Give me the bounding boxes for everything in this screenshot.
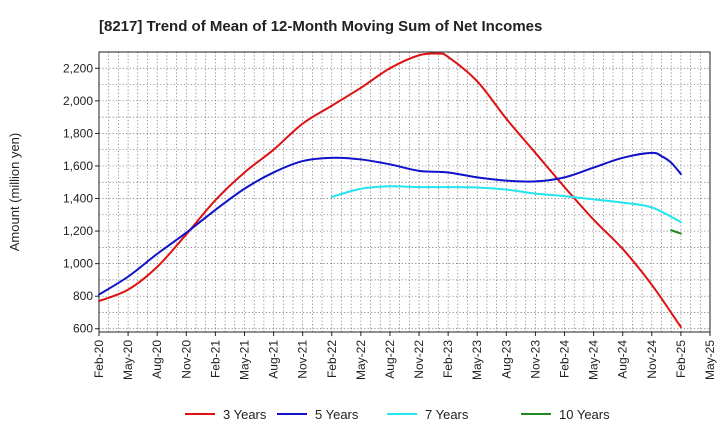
x-tick-label: May-24: [587, 340, 601, 380]
x-tick-label: Aug-23: [499, 340, 513, 379]
x-tick-label: May-20: [121, 340, 135, 380]
x-axis-ticks: Feb-20 May-20 Aug-20 Nov-20 Feb-21 May-21 Aug-…: [92, 332, 717, 380]
series-lines: [98, 52, 682, 329]
x-tick-label: Aug-24: [616, 340, 630, 379]
y-tick-label: 1,200: [63, 224, 93, 238]
x-tick-label: May-21: [237, 340, 251, 380]
series-line-3: [330, 185, 682, 224]
grid: [98, 51, 711, 332]
y-tick-label: 800: [73, 289, 93, 303]
y-tick-label: 1,400: [63, 192, 93, 206]
x-tick-label: Aug-22: [383, 340, 397, 379]
x-tick-label: Feb-20: [92, 340, 106, 378]
x-tick-label: Feb-25: [674, 340, 688, 378]
x-tick-label: May-25: [703, 340, 717, 380]
y-axis-label: Amount (million yen): [7, 133, 22, 252]
legend-label: 10 Years: [559, 407, 610, 422]
series-line-2: [98, 151, 682, 296]
legend-label: 5 Years: [315, 407, 359, 422]
y-tick-label: 1,000: [63, 257, 93, 271]
x-tick-label: Feb-24: [558, 340, 572, 378]
x-tick-label: Nov-24: [645, 340, 659, 379]
x-tick-label: Nov-21: [296, 340, 310, 379]
x-tick-label: Feb-21: [208, 340, 222, 378]
legend-label: 7 Years: [425, 407, 469, 422]
plot-frame: [98, 51, 711, 333]
x-tick-label: Nov-23: [528, 340, 542, 379]
x-tick-label: Aug-21: [267, 340, 281, 379]
y-tick-label: 600: [73, 322, 93, 336]
y-tick-label: 2,200: [63, 61, 93, 75]
chart-title: [8217] Trend of Mean of 12-Month Moving …: [99, 18, 542, 35]
y-tick-label: 1,800: [63, 126, 93, 140]
x-tick-label: Feb-22: [325, 340, 339, 378]
x-tick-label: Nov-22: [412, 340, 426, 379]
x-tick-label: May-22: [354, 340, 368, 380]
series-line-4: [670, 229, 682, 235]
y-axis-ticks: 600 800 1,000 1,200 1,400 1,600 1,800 2,000 2,20…: [63, 61, 99, 336]
x-tick-label: Feb-23: [441, 340, 455, 378]
x-tick-label: Nov-20: [179, 340, 193, 379]
y-tick-label: 2,000: [63, 94, 93, 108]
x-tick-label: May-23: [470, 340, 484, 380]
x-tick-label: Aug-20: [150, 340, 164, 379]
y-tick-label: 1,600: [63, 159, 93, 173]
series-line-1: [98, 52, 682, 329]
legend-label: 3 Years: [223, 407, 267, 422]
legend: 3 Years 5 Years 7 Years 10 Years: [185, 407, 610, 422]
